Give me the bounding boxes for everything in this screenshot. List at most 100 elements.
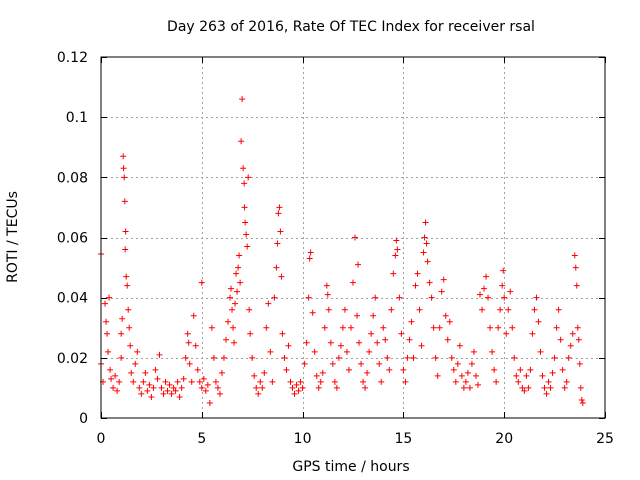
data-point xyxy=(323,282,330,289)
data-point xyxy=(421,234,428,241)
data-point xyxy=(358,360,365,367)
data-point xyxy=(505,306,512,313)
data-point xyxy=(404,354,411,361)
data-point xyxy=(393,237,400,244)
data-point xyxy=(123,273,130,280)
data-point xyxy=(277,228,284,235)
data-point xyxy=(487,324,494,331)
data-point xyxy=(251,372,258,379)
data-point xyxy=(236,252,243,259)
data-point xyxy=(500,267,507,274)
data-point xyxy=(146,381,153,388)
data-point xyxy=(118,330,125,337)
data-point xyxy=(368,330,375,337)
data-point xyxy=(398,330,405,337)
data-point xyxy=(104,330,111,337)
data-point xyxy=(555,306,562,313)
data-point xyxy=(158,384,165,391)
data-point xyxy=(382,336,389,343)
chart-title: Day 263 of 2016, Rate Of TEC Index for r… xyxy=(167,19,535,35)
data-point xyxy=(212,378,219,385)
data-point xyxy=(331,378,338,385)
data-point xyxy=(105,348,112,355)
data-point xyxy=(432,354,439,361)
data-point xyxy=(144,387,151,394)
data-point xyxy=(152,366,159,373)
data-point xyxy=(114,387,121,394)
data-point xyxy=(374,339,381,346)
data-point xyxy=(394,246,401,253)
data-point xyxy=(319,369,326,376)
x-tick-label: 20 xyxy=(495,431,513,447)
data-point xyxy=(325,306,332,313)
data-point xyxy=(402,378,409,385)
data-point xyxy=(120,165,127,172)
data-point xyxy=(444,336,451,343)
data-point xyxy=(470,348,477,355)
data-point xyxy=(112,372,119,379)
data-point xyxy=(232,300,239,307)
data-point xyxy=(315,384,322,391)
data-point xyxy=(281,354,288,361)
data-point xyxy=(573,282,580,289)
data-point xyxy=(185,339,192,346)
data-point xyxy=(430,324,437,331)
data-point xyxy=(428,294,435,301)
data-point xyxy=(339,324,346,331)
data-point xyxy=(450,366,457,373)
data-point xyxy=(204,381,211,388)
data-point xyxy=(493,378,500,385)
data-point xyxy=(575,336,582,343)
data-point xyxy=(400,366,407,373)
data-point xyxy=(218,369,225,376)
data-point xyxy=(422,219,429,226)
data-point xyxy=(228,285,235,292)
x-tick-label: 0 xyxy=(97,431,106,447)
data-point xyxy=(360,378,367,385)
data-point xyxy=(295,387,302,394)
data-point xyxy=(198,384,205,391)
x-tick-label: 25 xyxy=(596,431,614,447)
data-point xyxy=(279,330,286,337)
data-point xyxy=(170,384,177,391)
data-point xyxy=(190,312,197,319)
data-point xyxy=(234,288,241,295)
data-point xyxy=(423,240,430,247)
data-point xyxy=(335,354,342,361)
data-point xyxy=(225,318,232,325)
data-point xyxy=(237,279,244,286)
data-point xyxy=(267,348,274,355)
data-point xyxy=(107,366,114,373)
data-point xyxy=(235,264,242,271)
data-point xyxy=(452,378,459,385)
data-point xyxy=(515,378,522,385)
data-point xyxy=(309,309,316,316)
data-point xyxy=(527,366,534,373)
data-point xyxy=(462,378,469,385)
data-point xyxy=(507,288,514,295)
data-point xyxy=(366,348,373,355)
data-point xyxy=(535,318,542,325)
data-point xyxy=(438,288,445,295)
data-point xyxy=(156,351,163,358)
data-point xyxy=(271,294,278,301)
data-point xyxy=(121,174,128,181)
data-point xyxy=(567,342,574,349)
data-point xyxy=(541,384,548,391)
data-point xyxy=(210,354,217,361)
data-point xyxy=(474,381,481,388)
data-point xyxy=(305,294,312,301)
data-point xyxy=(456,342,463,349)
data-point xyxy=(313,372,320,379)
data-point xyxy=(354,312,361,319)
data-point xyxy=(206,399,213,406)
data-point xyxy=(121,198,128,205)
data-point xyxy=(192,342,199,349)
data-point xyxy=(132,360,139,367)
data-point xyxy=(120,153,127,160)
data-point xyxy=(489,348,496,355)
data-point xyxy=(269,378,276,385)
data-point xyxy=(317,378,324,385)
data-point xyxy=(125,306,132,313)
